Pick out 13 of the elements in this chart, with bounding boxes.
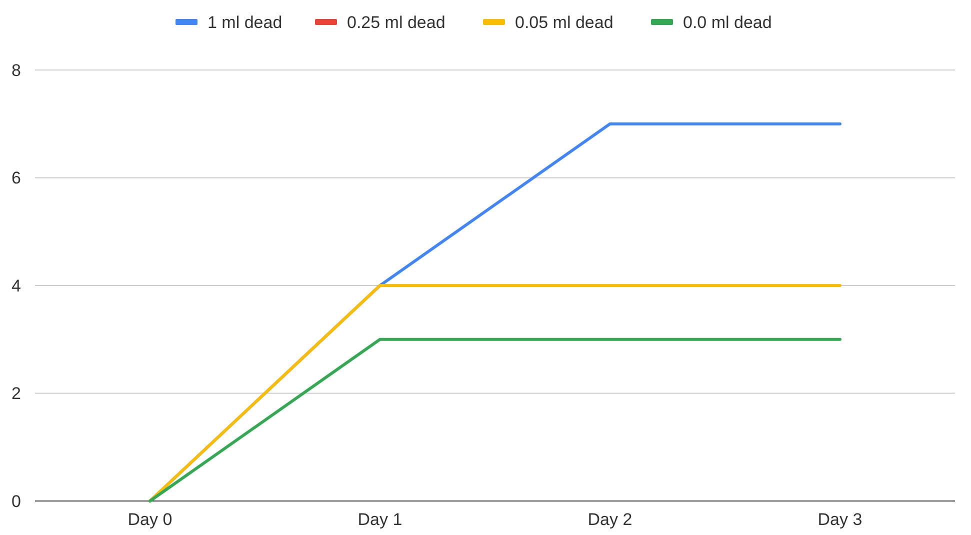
x-tick-label: Day 1 — [358, 510, 402, 529]
legend-label: 0.0 ml dead — [683, 12, 772, 32]
x-tick-label: Day 0 — [128, 510, 172, 529]
y-tick-label: 2 — [12, 384, 21, 404]
legend-label: 0.05 ml dead — [515, 12, 614, 32]
y-tick-label: 8 — [12, 60, 21, 80]
x-tick-label: Day 3 — [818, 510, 862, 529]
y-tick-label: 4 — [12, 276, 21, 296]
legend-label: 0.25 ml dead — [347, 12, 446, 32]
legend-label: 1 ml dead — [208, 12, 282, 32]
y-tick-label: 0 — [12, 492, 21, 511]
y-tick-label: 6 — [12, 168, 21, 188]
x-tick-label: Day 2 — [588, 510, 632, 529]
